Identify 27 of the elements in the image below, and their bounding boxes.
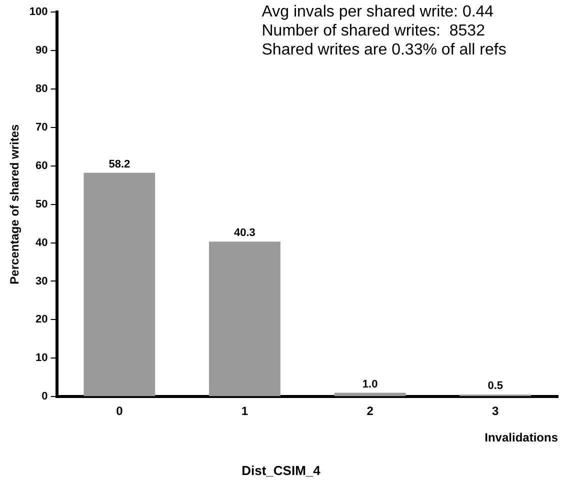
data-label: 0.5	[488, 380, 503, 392]
bar	[84, 172, 156, 396]
x-tick-label: 1	[241, 404, 248, 418]
annotation: Shared writes are 0.33% of all refs	[262, 41, 506, 58]
x-axis-title: Invalidations	[484, 430, 558, 445]
data-label: 40.3	[234, 227, 256, 240]
y-tick-label: 40	[36, 236, 48, 249]
x-tick-label: 3	[492, 404, 499, 418]
text: Dist_CSIM_4	[242, 462, 322, 478]
y-tick-label: 70	[36, 121, 48, 134]
y-tick-label: 50	[36, 198, 48, 210]
y-tick-label: 100	[29, 6, 48, 18]
y-tick-label: 30	[36, 275, 48, 288]
x-tick-label: 0	[116, 404, 124, 418]
y-axis-title: Percentage of shared writes	[8, 124, 22, 284]
y-tick-label: 20	[36, 314, 48, 326]
x-tick-label: 2	[366, 404, 374, 418]
bar	[209, 242, 280, 396]
annotation: Number of shared writes: 8532	[262, 22, 486, 40]
data-label: 58.2	[108, 158, 130, 170]
y-tick-label: 10	[36, 352, 48, 364]
y-tick-label: 80	[36, 82, 48, 95]
annotation: Avg invals per shared write: 0.44	[262, 3, 494, 20]
y-tick-label: 0	[42, 390, 48, 403]
y-tick-label: 60	[36, 160, 48, 172]
y-tick-label: 90	[36, 44, 48, 56]
data-label: 1.0	[362, 378, 378, 390]
